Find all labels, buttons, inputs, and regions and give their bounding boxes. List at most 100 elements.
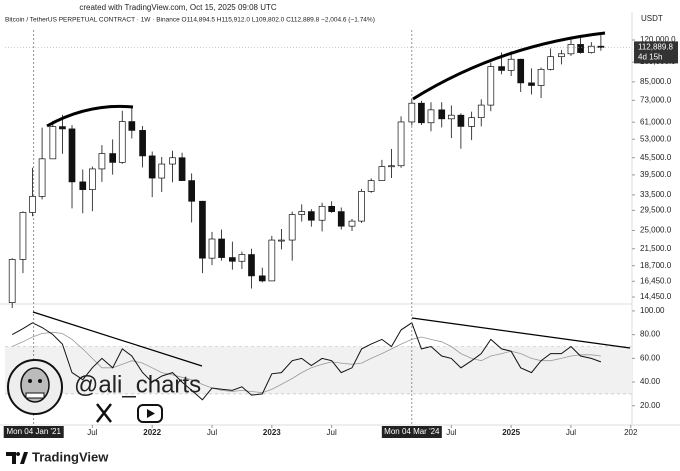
candle-body bbox=[348, 220, 356, 227]
annotation-arc bbox=[46, 104, 134, 128]
candle-body bbox=[59, 126, 66, 130]
currency: USDT bbox=[641, 14, 663, 23]
candle-body bbox=[288, 214, 296, 241]
candle-body bbox=[218, 238, 225, 258]
candle-body bbox=[567, 44, 575, 55]
candle-body bbox=[98, 153, 106, 170]
annotation-trendline bbox=[32, 311, 203, 367]
y-tick-label: 40.00 bbox=[640, 377, 661, 386]
x-tick-label: 2022 bbox=[143, 428, 161, 437]
candle-body bbox=[169, 157, 176, 165]
candle-body bbox=[49, 126, 57, 160]
candle-body bbox=[158, 163, 166, 179]
candle-body bbox=[148, 155, 156, 179]
annotation-arc bbox=[412, 31, 606, 101]
footer-brand: TradingView bbox=[32, 449, 109, 464]
y-tick-label: 120,000.0 bbox=[640, 35, 676, 44]
candle-body bbox=[528, 82, 535, 86]
last-price-badge bbox=[634, 41, 678, 64]
candle-body bbox=[507, 58, 515, 71]
candle-body bbox=[298, 211, 306, 215]
x-tick-label: Jul bbox=[87, 428, 97, 437]
y-tick-label: 53,000.0 bbox=[640, 134, 672, 143]
candle-body bbox=[118, 121, 126, 163]
y-tick-label: 39,500.0 bbox=[640, 170, 672, 179]
candle-body bbox=[487, 66, 495, 106]
candle-body bbox=[447, 114, 455, 120]
candle-body bbox=[517, 58, 525, 84]
candle-body bbox=[397, 121, 405, 167]
y-tick-label: 80.00 bbox=[640, 330, 661, 339]
candle-body bbox=[418, 102, 425, 124]
candle-body bbox=[38, 158, 46, 197]
candle-body bbox=[558, 53, 565, 58]
candle-body bbox=[229, 257, 236, 262]
candle-body bbox=[199, 200, 206, 259]
y-tick-label: 16,450.0 bbox=[640, 276, 672, 285]
y-tick-label: 29,500.0 bbox=[640, 205, 672, 214]
marker-label: Mon 04 Mar '24 bbox=[384, 427, 440, 436]
x-tick-label: Jul bbox=[327, 428, 337, 437]
candle-body bbox=[178, 157, 186, 181]
y-tick-label: 61,000.0 bbox=[640, 117, 672, 126]
candle-body bbox=[109, 153, 117, 163]
candle-body bbox=[258, 275, 266, 282]
candle-body bbox=[29, 196, 36, 213]
y-tick-label: 85,000.0 bbox=[640, 77, 672, 86]
candle-body bbox=[89, 168, 96, 190]
watermark-handle: @ali_charts bbox=[74, 371, 201, 398]
candle-body bbox=[8, 259, 16, 303]
youtube-play bbox=[147, 409, 155, 418]
avatar-eye bbox=[28, 379, 32, 383]
candle-body bbox=[367, 180, 375, 192]
candle-body bbox=[68, 128, 76, 183]
legend: Bitcoin / TetherUS PERPETUAL CONTRACT · … bbox=[5, 17, 375, 24]
candle-body bbox=[328, 205, 336, 212]
x-tick-label: Jul bbox=[446, 428, 456, 437]
y-tick-label: 45,500.0 bbox=[640, 153, 672, 162]
y-tick-label: 73,000.0 bbox=[640, 95, 672, 104]
youtube-icon bbox=[137, 404, 163, 423]
candle-body bbox=[388, 165, 395, 168]
candle-body bbox=[468, 117, 476, 127]
y-tick-label: 14,450.0 bbox=[640, 292, 672, 301]
candle-body bbox=[268, 239, 276, 282]
avatar-smile bbox=[25, 392, 45, 399]
candle-body bbox=[208, 238, 216, 259]
marker-label: Mon 04 Jan '21 bbox=[6, 427, 61, 436]
candle-body bbox=[498, 66, 505, 71]
x-icon bbox=[96, 403, 112, 423]
x-tick-label: 202 bbox=[624, 428, 638, 437]
candle-body bbox=[238, 254, 246, 262]
candle-body bbox=[248, 254, 255, 277]
last-price-label: 112,889.8 bbox=[638, 43, 674, 52]
candle-body bbox=[378, 166, 386, 181]
candle-body bbox=[477, 104, 485, 119]
x-tick-label: Jul bbox=[207, 428, 217, 437]
y-tick-label: 18,700.0 bbox=[640, 261, 672, 270]
annotation-trendline bbox=[411, 317, 631, 349]
x-tick-label: Jul bbox=[566, 428, 576, 437]
candle-body bbox=[79, 181, 87, 190]
x-tick-label: 2025 bbox=[502, 428, 520, 437]
avatar-eye bbox=[38, 379, 42, 383]
candle-body bbox=[139, 130, 146, 157]
y-tick-label: 60.00 bbox=[640, 353, 661, 362]
tv-logo bbox=[6, 452, 28, 464]
rsi-band bbox=[5, 346, 632, 394]
candle-body bbox=[597, 45, 605, 48]
footer: TradingView bbox=[6, 449, 109, 464]
watermark: @ali_charts bbox=[7, 359, 201, 423]
candle-body bbox=[547, 56, 554, 70]
candle-body bbox=[427, 109, 435, 124]
candle-body bbox=[19, 212, 27, 260]
header: created with TradingView.com, Oct 15, 20… bbox=[79, 3, 277, 12]
candle-body bbox=[358, 191, 365, 222]
candle-body bbox=[537, 69, 545, 86]
candle-body bbox=[337, 211, 345, 227]
candle-body bbox=[188, 180, 196, 202]
y-tick-label: 21,500.0 bbox=[640, 244, 672, 253]
rsi-line bbox=[12, 331, 601, 394]
y-tick-label: 100.00 bbox=[640, 306, 665, 315]
